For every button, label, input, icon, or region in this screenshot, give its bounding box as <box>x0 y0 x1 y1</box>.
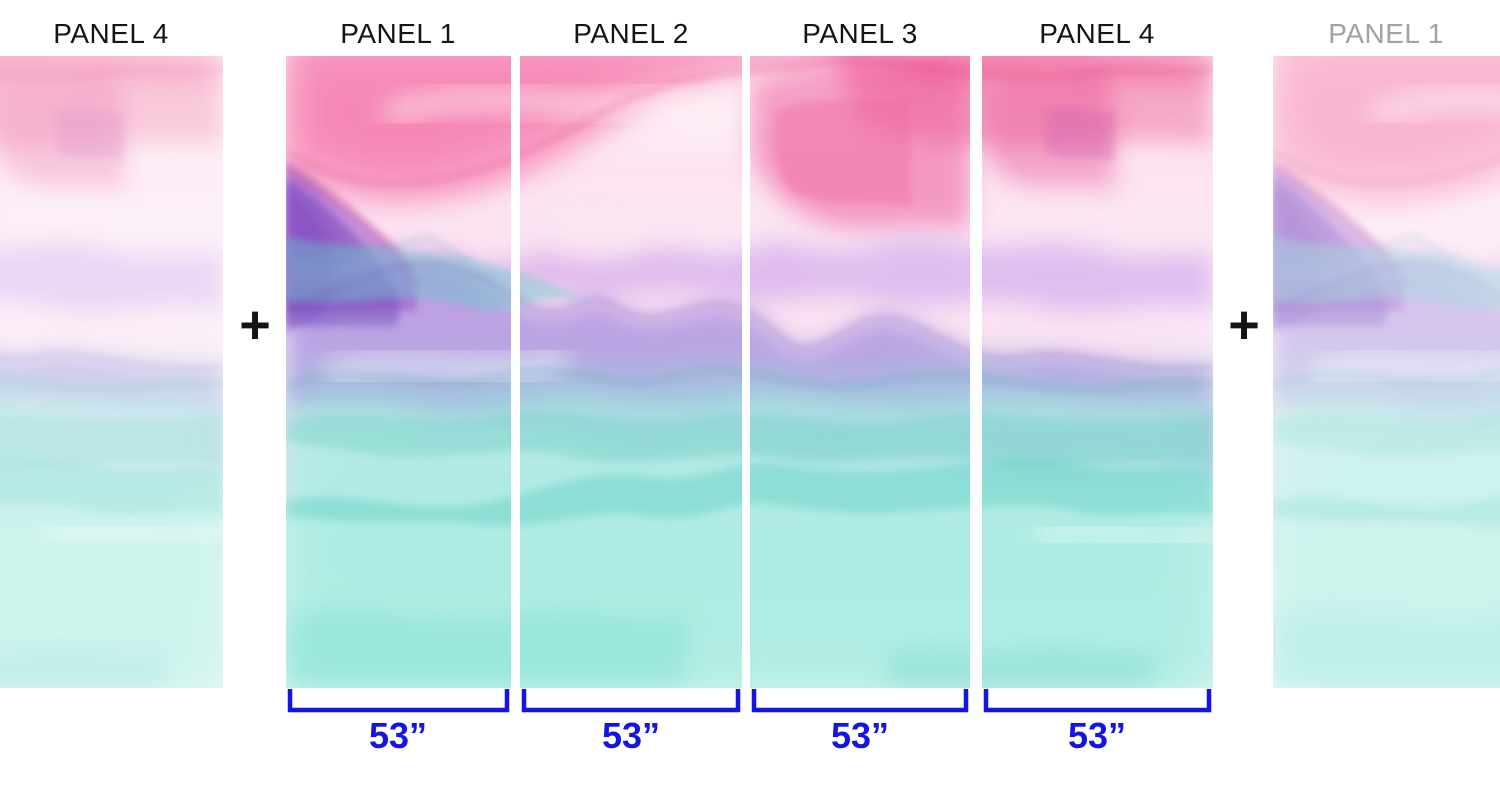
svg-text:PANEL 3: PANEL 3 <box>802 18 918 49</box>
svg-text:53”: 53” <box>602 715 660 756</box>
svg-text:PANEL 2: PANEL 2 <box>573 18 689 49</box>
svg-text:+: + <box>239 295 271 355</box>
svg-text:53”: 53” <box>831 715 889 756</box>
svg-text:+: + <box>1228 295 1260 355</box>
svg-text:PANEL 4: PANEL 4 <box>1039 18 1155 49</box>
svg-text:PANEL 4: PANEL 4 <box>53 18 169 49</box>
svg-text:PANEL 1: PANEL 1 <box>1328 18 1444 49</box>
svg-text:53”: 53” <box>369 715 427 756</box>
svg-text:53”: 53” <box>1068 715 1126 756</box>
svg-text:PANEL 1: PANEL 1 <box>340 18 456 49</box>
